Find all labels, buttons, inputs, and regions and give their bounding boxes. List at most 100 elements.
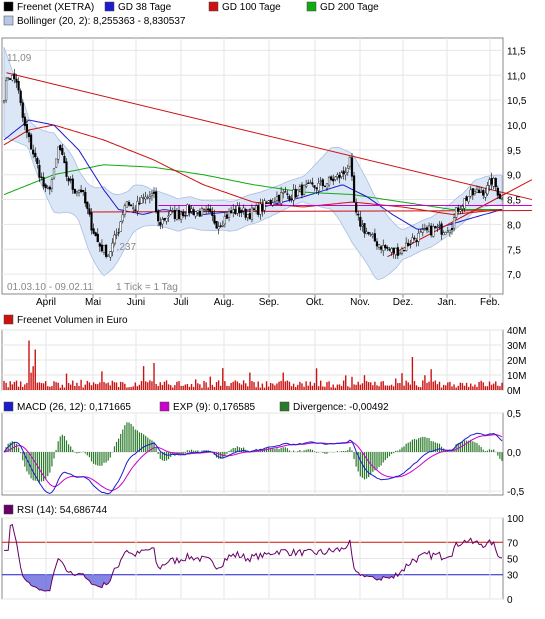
volume-bar <box>305 381 307 390</box>
candle-body <box>473 191 477 194</box>
volume-bar <box>353 384 355 390</box>
divergence-bar <box>270 448 272 453</box>
divergence-bar <box>159 452 161 459</box>
candle-body <box>342 170 345 175</box>
volume-bar <box>34 349 36 390</box>
volume-bar <box>147 382 149 390</box>
divergence-bar <box>418 438 420 453</box>
volume-bar <box>249 372 251 390</box>
divergence-bar <box>126 422 128 453</box>
volume-bar <box>499 386 501 390</box>
candle-body <box>452 217 456 229</box>
volume-bar <box>424 375 426 390</box>
volume-bar <box>3 380 5 390</box>
volume-bar <box>467 386 470 390</box>
divergence-bar <box>436 443 439 453</box>
candle-body <box>284 191 287 193</box>
divergence-bar <box>203 450 205 453</box>
candle-body <box>115 234 118 236</box>
candle-body <box>159 222 162 226</box>
divergence-bar <box>193 450 195 453</box>
candle-body <box>225 214 229 219</box>
volume-bar <box>432 381 434 390</box>
volume-bar <box>463 385 466 390</box>
divergence-bar <box>234 448 236 453</box>
volume-bar <box>130 386 132 390</box>
volume-bar <box>169 385 172 390</box>
divergence-bar <box>268 447 270 453</box>
divergence-bar <box>501 452 503 461</box>
divergence-bar <box>365 452 368 479</box>
candle-body <box>267 200 270 203</box>
divergence-bar <box>132 426 134 453</box>
candle-body <box>461 206 464 209</box>
volume-bar <box>88 382 91 390</box>
candle-body <box>294 188 297 198</box>
legend-swatch <box>3 1 14 12</box>
divergence-bar <box>455 444 457 453</box>
divergence-bar <box>463 440 466 453</box>
volume-bar <box>128 387 130 390</box>
candle-body <box>90 212 93 231</box>
candle-body <box>327 177 331 186</box>
candle-body <box>286 193 289 195</box>
divergence-bar <box>161 452 163 461</box>
candle-body <box>421 229 424 233</box>
candle-body <box>71 178 74 190</box>
candle-body <box>480 191 483 193</box>
divergence-bar <box>303 450 305 453</box>
legend-swatch <box>104 1 115 12</box>
candle-body <box>67 177 70 182</box>
candle-body <box>27 132 31 137</box>
y-tick-label: 10,5 <box>507 96 527 107</box>
candle-body <box>296 189 299 196</box>
divergence-bar <box>74 452 76 453</box>
candle-body <box>259 203 262 215</box>
candle-body <box>86 201 89 209</box>
candle-body <box>186 204 189 216</box>
volume-bar <box>317 386 320 390</box>
volume-bar <box>76 382 78 390</box>
divergence-bar <box>351 450 353 453</box>
candle-body <box>161 219 164 225</box>
y-tick-label: 0 <box>507 595 513 606</box>
candle-body <box>207 208 210 211</box>
volume-y-ticks: 40M 30M 20M 10M 0M <box>507 326 526 397</box>
volume-bar <box>72 380 74 390</box>
volume-bar <box>386 385 389 390</box>
volume-bar <box>347 386 349 390</box>
volume-bar <box>286 380 289 390</box>
candle-body <box>292 189 295 201</box>
bollinger-area <box>3 47 503 280</box>
volume-bar <box>338 384 341 390</box>
volume-bar <box>119 381 122 390</box>
volume-bar <box>384 385 387 390</box>
divergence-bar <box>472 441 474 453</box>
divergence-bar <box>92 452 95 464</box>
candle-body <box>440 223 443 235</box>
candle-body <box>88 208 91 215</box>
divergence-bar <box>232 447 234 453</box>
volume-bar <box>190 384 193 390</box>
volume-bar <box>107 382 109 390</box>
divergence-bar <box>40 452 43 482</box>
volume-bar <box>201 387 203 390</box>
divergence-bar <box>218 452 220 459</box>
candle-body <box>38 165 41 178</box>
price-panel: Freenet (XETRA) GD 38 Tage GD 100 Tage GD 2… <box>1 1 533 308</box>
volume-bar <box>272 383 274 390</box>
volume-bar <box>490 384 493 390</box>
divergence-bar <box>280 447 282 453</box>
volume-bar <box>209 376 211 390</box>
candle-body <box>234 208 237 214</box>
volume-bar <box>322 386 324 390</box>
volume-bar <box>415 385 418 390</box>
volume-bar <box>409 384 412 390</box>
divergence-bar <box>30 452 32 479</box>
divergence-bar <box>428 438 430 453</box>
candle-body <box>265 202 268 204</box>
price-legend: Freenet (XETRA) GD 38 Tage GD 100 Tage GD 2… <box>3 1 379 27</box>
volume-bar <box>151 381 153 390</box>
divergence-bar <box>370 452 372 475</box>
candle-body <box>423 228 427 230</box>
